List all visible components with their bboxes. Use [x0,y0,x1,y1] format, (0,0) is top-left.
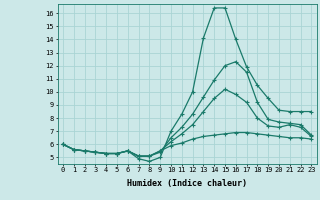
X-axis label: Humidex (Indice chaleur): Humidex (Indice chaleur) [127,179,247,188]
